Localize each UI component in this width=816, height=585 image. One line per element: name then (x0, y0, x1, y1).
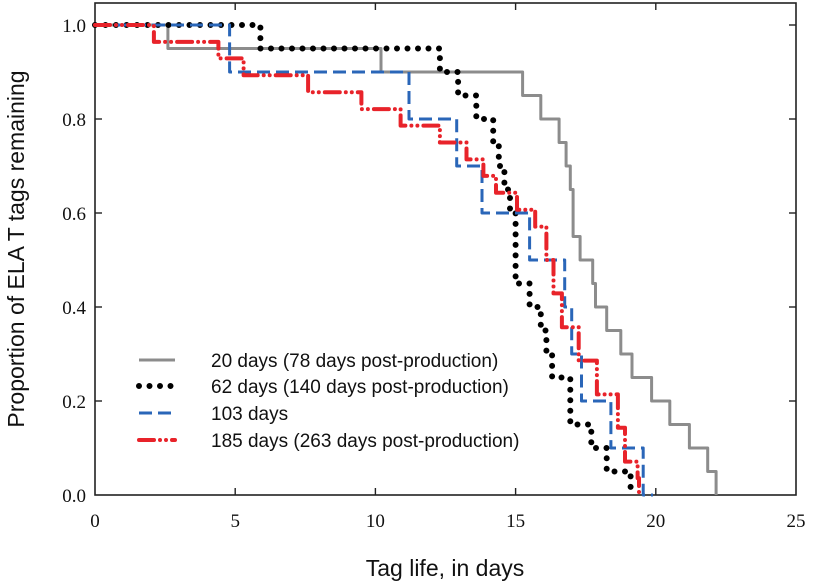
series-line-4 (93, 23, 641, 497)
y-tick-label: 0.4 (62, 298, 86, 319)
x-axis-title: Tag life, in days (366, 555, 525, 581)
x-tick-label: 0 (90, 511, 100, 532)
y-tick-label: 0.6 (62, 204, 86, 225)
legend-label-series-3: 103 days (211, 404, 288, 425)
legend: 20 days (78 days post-production) 62 day… (136, 351, 519, 452)
x-tick-label: 5 (230, 511, 240, 532)
y-axis-ticks: 0.0 0.2 0.4 0.6 0.8 1.0 (62, 16, 796, 507)
series-line-1 (95, 23, 718, 495)
x-tick-label: 10 (366, 511, 385, 532)
plot-frame (94, 2, 797, 496)
x-axis-ticks: 0 5 10 15 20 25 (90, 3, 806, 532)
legend-label-series-1: 20 days (78 days post-production) (211, 351, 498, 372)
series-line-3 (95, 23, 653, 497)
x-tick-label: 15 (506, 511, 525, 532)
series-layer (92, 22, 718, 498)
y-tick-label: 0.8 (62, 110, 86, 131)
y-tick-label: 0.2 (62, 392, 86, 413)
x-tick-label: 20 (646, 511, 665, 532)
y-tick-label: 1.0 (62, 16, 86, 37)
legend-label-series-4: 185 days (263 days post-production) (211, 431, 519, 452)
y-axis-title: Proportion of ELA T tags remaining (3, 70, 29, 427)
legend-label-series-2: 62 days (140 days post-production) (211, 377, 509, 398)
y-tick-label: 0.0 (62, 486, 86, 507)
series-line-2 (92, 22, 635, 498)
x-tick-label: 25 (787, 511, 806, 532)
